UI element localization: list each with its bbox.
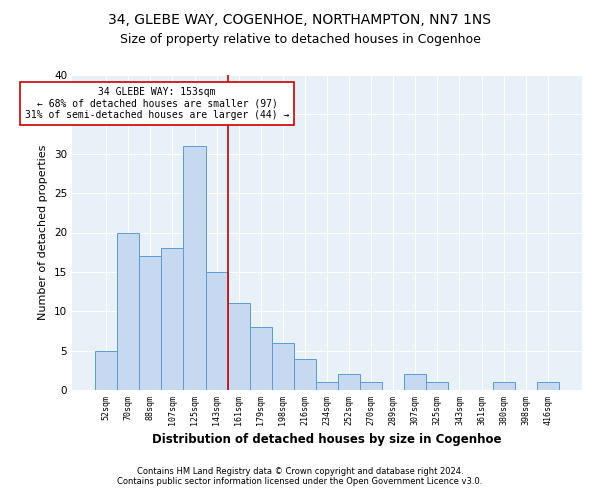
Bar xyxy=(360,382,382,390)
Bar xyxy=(537,382,559,390)
X-axis label: Distribution of detached houses by size in Cogenhoe: Distribution of detached houses by size … xyxy=(152,433,502,446)
Text: 34 GLEBE WAY: 153sqm
← 68% of detached houses are smaller (97)
31% of semi-detac: 34 GLEBE WAY: 153sqm ← 68% of detached h… xyxy=(25,87,289,120)
Bar xyxy=(161,248,184,390)
Bar xyxy=(404,374,427,390)
Bar xyxy=(427,382,448,390)
Bar xyxy=(117,232,139,390)
Bar xyxy=(493,382,515,390)
Text: 34, GLEBE WAY, COGENHOE, NORTHAMPTON, NN7 1NS: 34, GLEBE WAY, COGENHOE, NORTHAMPTON, NN… xyxy=(109,12,491,26)
Bar xyxy=(338,374,360,390)
Bar xyxy=(95,350,117,390)
Y-axis label: Number of detached properties: Number of detached properties xyxy=(38,145,49,320)
Text: Contains public sector information licensed under the Open Government Licence v3: Contains public sector information licen… xyxy=(118,477,482,486)
Text: Size of property relative to detached houses in Cogenhoe: Size of property relative to detached ho… xyxy=(119,32,481,46)
Bar xyxy=(316,382,338,390)
Bar xyxy=(272,343,294,390)
Bar xyxy=(227,304,250,390)
Bar xyxy=(250,327,272,390)
Text: Contains HM Land Registry data © Crown copyright and database right 2024.: Contains HM Land Registry data © Crown c… xyxy=(137,467,463,476)
Bar xyxy=(294,358,316,390)
Bar xyxy=(184,146,206,390)
Bar xyxy=(139,256,161,390)
Bar xyxy=(206,272,227,390)
